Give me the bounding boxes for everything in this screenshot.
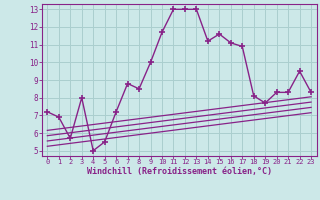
X-axis label: Windchill (Refroidissement éolien,°C): Windchill (Refroidissement éolien,°C) [87, 167, 272, 176]
